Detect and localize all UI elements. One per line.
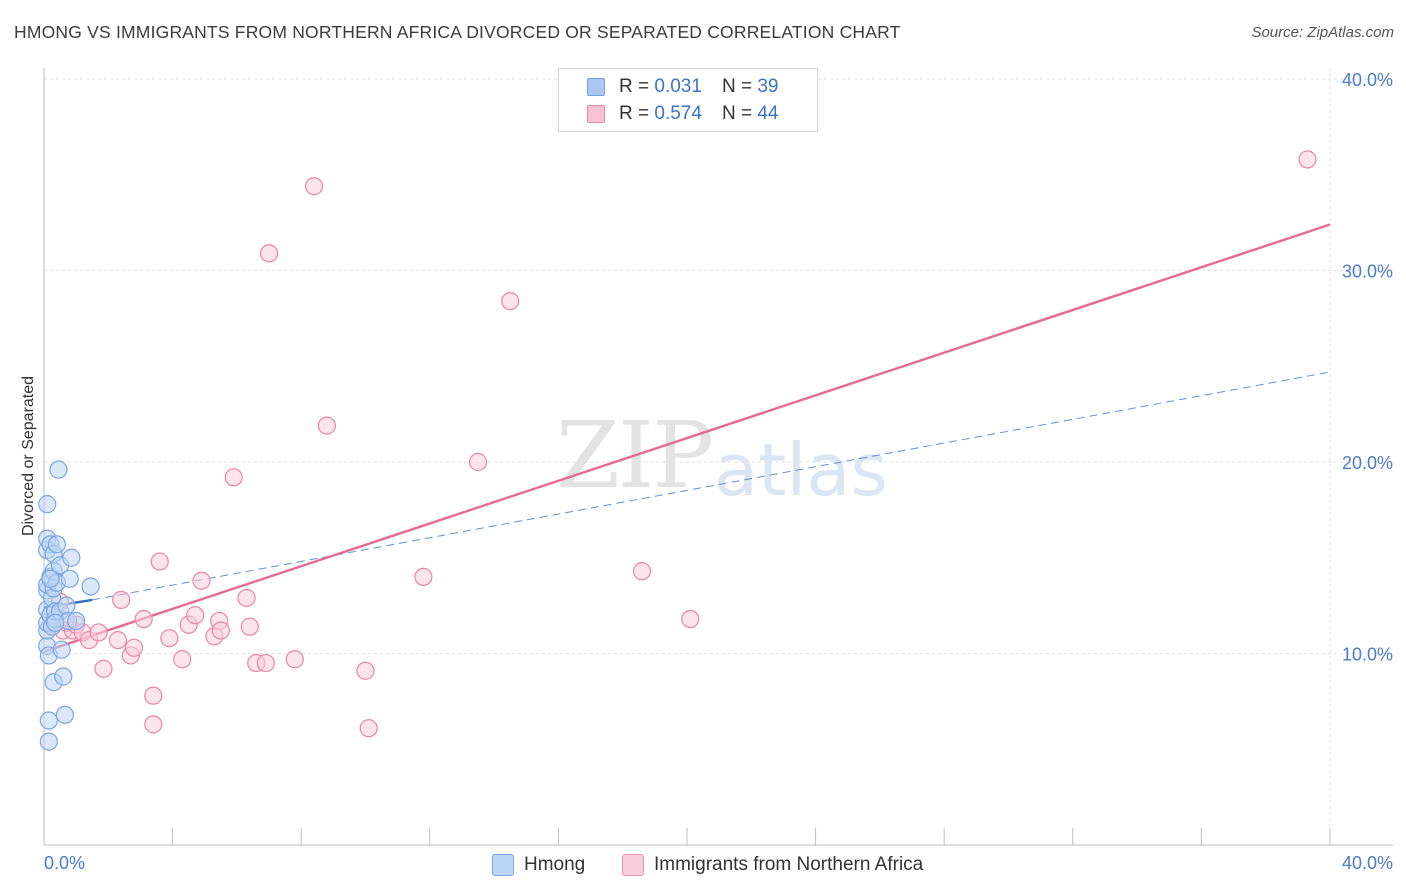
point-hmong-30 bbox=[55, 705, 74, 724]
point-hmong-34 bbox=[62, 548, 81, 567]
legend-row-hmong: R = 0.031 N = 39 bbox=[587, 75, 778, 99]
point-northern-africa-34 bbox=[304, 177, 324, 196]
legend-n-value-hmong: 39 bbox=[757, 76, 779, 97]
y-tick-labels: 10.0% 20.0% 30.0% 40.0% bbox=[1342, 70, 1393, 665]
x-tick-label-min: 0.0% bbox=[44, 853, 85, 873]
y-tick-label-30: 30.0% bbox=[1342, 262, 1393, 282]
legend-r-label: R = bbox=[619, 103, 650, 124]
point-northern-africa-38 bbox=[414, 567, 433, 587]
point-northern-africa-42 bbox=[681, 609, 700, 629]
point-northern-africa-10 bbox=[94, 659, 113, 678]
trend-line-northern-africa bbox=[43, 223, 1331, 653]
bottom-legend-northern-africa: Immigrants from Northern Africa bbox=[622, 852, 923, 878]
point-northern-africa-19 bbox=[160, 629, 179, 648]
point-hmong-35 bbox=[67, 611, 86, 631]
point-hmong-38 bbox=[46, 613, 65, 632]
bottom-legend-hmong: Hmong bbox=[492, 852, 585, 878]
x-ticks bbox=[172, 828, 1331, 845]
point-hmong-33 bbox=[60, 569, 79, 588]
legend-r-value-northern-africa: 0.574 bbox=[654, 103, 702, 124]
y-tick-label-10: 10.0% bbox=[1342, 645, 1393, 665]
point-hmong-25 bbox=[49, 460, 68, 479]
legend-swatch-northern-africa bbox=[587, 105, 605, 123]
bottom-legend-swatch-hmong bbox=[492, 854, 514, 876]
point-northern-africa-36 bbox=[356, 661, 375, 680]
chart-title: HMONG VS IMMIGRANTS FROM NORTHERN AFRICA… bbox=[14, 22, 901, 42]
watermark-atlas: atlas bbox=[714, 428, 888, 512]
point-northern-africa-20 bbox=[173, 650, 192, 669]
legend-n-label: N = bbox=[721, 76, 753, 97]
point-northern-africa-14 bbox=[124, 638, 144, 657]
point-northern-africa-29 bbox=[240, 617, 259, 636]
stats-legend: R = 0.031 N = 39 R = 0.574 N = 44 bbox=[558, 68, 818, 132]
bottom-legend-swatch-northern-africa bbox=[622, 854, 644, 876]
point-northern-africa-27 bbox=[224, 468, 243, 487]
point-northern-africa-41 bbox=[632, 562, 652, 581]
legend-r-value-hmong: 0.031 bbox=[654, 76, 702, 97]
point-hmong-28 bbox=[52, 640, 71, 659]
point-northern-africa-31 bbox=[256, 653, 275, 673]
point-northern-africa-28 bbox=[237, 588, 256, 608]
point-northern-africa-40 bbox=[501, 292, 520, 311]
point-hmong-31 bbox=[57, 596, 76, 615]
point-northern-africa-32 bbox=[259, 244, 279, 263]
point-northern-africa-33 bbox=[285, 650, 304, 669]
point-hmong-10 bbox=[39, 732, 58, 751]
point-northern-africa-18 bbox=[150, 552, 169, 571]
legend-swatch-hmong bbox=[587, 78, 605, 96]
bottom-legend-label-northern-africa: Immigrants from Northern Africa bbox=[654, 854, 924, 875]
point-northern-africa-39 bbox=[468, 452, 488, 472]
point-northern-africa-15 bbox=[134, 609, 153, 629]
grid-lines bbox=[44, 68, 1393, 845]
point-northern-africa-17 bbox=[144, 715, 163, 734]
point-northern-africa-12 bbox=[112, 590, 131, 609]
point-northern-africa-11 bbox=[108, 630, 128, 650]
legend-row-northern-africa: R = 0.574 N = 44 bbox=[587, 102, 778, 126]
y-axis-label: Divorced or Separated bbox=[20, 376, 37, 536]
point-hmong-9 bbox=[39, 711, 58, 730]
legend-r-label: R = bbox=[619, 76, 650, 97]
x-tick-label-max: 40.0% bbox=[1342, 853, 1393, 873]
source-label: Source: ZipAtlas.com bbox=[1251, 24, 1394, 41]
legend-n-label: N = bbox=[721, 103, 753, 124]
trend-lines bbox=[43, 223, 1331, 653]
point-hmong-37 bbox=[41, 569, 60, 588]
point-northern-africa-9 bbox=[89, 623, 108, 642]
point-northern-africa-22 bbox=[186, 606, 205, 625]
point-northern-africa-35 bbox=[317, 416, 337, 435]
point-northern-africa-43 bbox=[1298, 150, 1317, 169]
legend-n-value-northern-africa: 44 bbox=[757, 103, 779, 124]
point-northern-africa-26 bbox=[211, 621, 230, 640]
point-northern-africa-23 bbox=[192, 571, 211, 590]
point-hmong-29 bbox=[54, 667, 73, 686]
trend-line-hmong-dashed bbox=[92, 371, 1331, 601]
point-hmong-24 bbox=[47, 535, 66, 554]
bottom-legend-label-hmong: Hmong bbox=[524, 854, 586, 875]
point-hmong-36 bbox=[81, 577, 100, 596]
y-tick-label-40: 40.0% bbox=[1342, 70, 1393, 90]
point-hmong-8 bbox=[38, 495, 57, 514]
y-tick-label-20: 20.0% bbox=[1342, 453, 1393, 473]
point-northern-africa-37 bbox=[359, 719, 378, 738]
point-northern-africa-16 bbox=[144, 686, 163, 705]
data-points bbox=[38, 150, 1317, 751]
